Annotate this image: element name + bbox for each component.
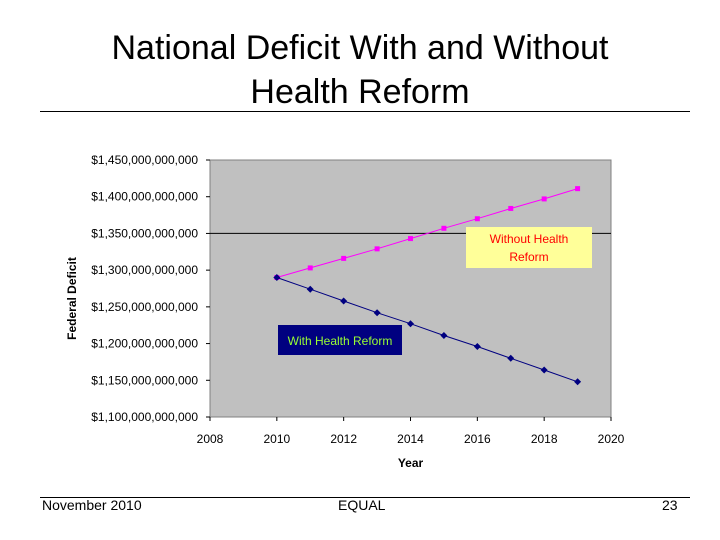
data-point-square [374, 246, 380, 252]
x-tick-label: 2012 [330, 432, 357, 446]
data-point-square [575, 186, 581, 192]
data-point-square [541, 196, 547, 202]
data-point-square [408, 236, 413, 242]
without-reform-label-box [466, 227, 592, 268]
y-tick-label: $1,100,000,000,000 [91, 410, 198, 424]
data-point-diamond [473, 343, 481, 351]
footer-date: November 2010 [42, 497, 142, 513]
series-line-1 [276, 277, 578, 383]
x-tick-label: 2010 [263, 432, 290, 446]
data-point-diamond [340, 297, 348, 305]
x-tick-label: 2008 [197, 432, 224, 446]
series-line-0 [276, 188, 578, 278]
data-point-diamond [306, 285, 314, 293]
y-axis-label: Federal Deficit [65, 257, 79, 340]
y-tick-label: $1,450,000,000,000 [91, 153, 198, 167]
data-point-diamond [574, 378, 582, 386]
y-tick-label: $1,350,000,000,000 [91, 226, 198, 240]
slide-title-line-2: Health Reform [250, 73, 470, 111]
data-point-diamond [440, 331, 448, 339]
without-reform-label-line-2: Reform [509, 250, 548, 264]
without-reform-label-line-1: Without Health [490, 232, 569, 246]
data-point-diamond [540, 366, 548, 374]
y-tick-label: $1,150,000,000,000 [91, 373, 198, 387]
title-divider [40, 111, 690, 112]
data-point-square [508, 205, 514, 211]
data-point-square [474, 216, 480, 222]
y-tick-label: $1,400,000,000,000 [91, 190, 198, 204]
footer-divider [40, 497, 690, 498]
x-tick-label: 2020 [598, 432, 625, 446]
with-reform-label-box [278, 325, 402, 355]
footer-organization: EQUAL [338, 497, 386, 513]
data-point-diamond [373, 309, 381, 317]
slide-title-line-1: National Deficit With and Without [111, 29, 609, 67]
data-point-diamond [273, 273, 281, 281]
y-tick-label: $1,200,000,000,000 [91, 337, 198, 351]
footer-page-number: 23 [662, 497, 678, 513]
y-tick-label: $1,250,000,000,000 [91, 300, 198, 314]
data-point-square [441, 225, 447, 231]
data-point-square [341, 255, 347, 261]
data-point-diamond [507, 354, 515, 362]
plot-area [209, 159, 612, 418]
with-reform-label: With Health Reform [288, 334, 393, 348]
x-tick-label: 2016 [464, 432, 491, 446]
slide-title: National Deficit With and Without Health… [40, 26, 680, 114]
data-point-diamond [407, 320, 414, 328]
data-point-square [307, 265, 313, 271]
x-tick-label: 2018 [531, 432, 558, 446]
x-axis-label: Year [398, 456, 424, 470]
x-tick-label: 2014 [397, 432, 424, 446]
y-tick-label: $1,300,000,000,000 [91, 263, 198, 277]
